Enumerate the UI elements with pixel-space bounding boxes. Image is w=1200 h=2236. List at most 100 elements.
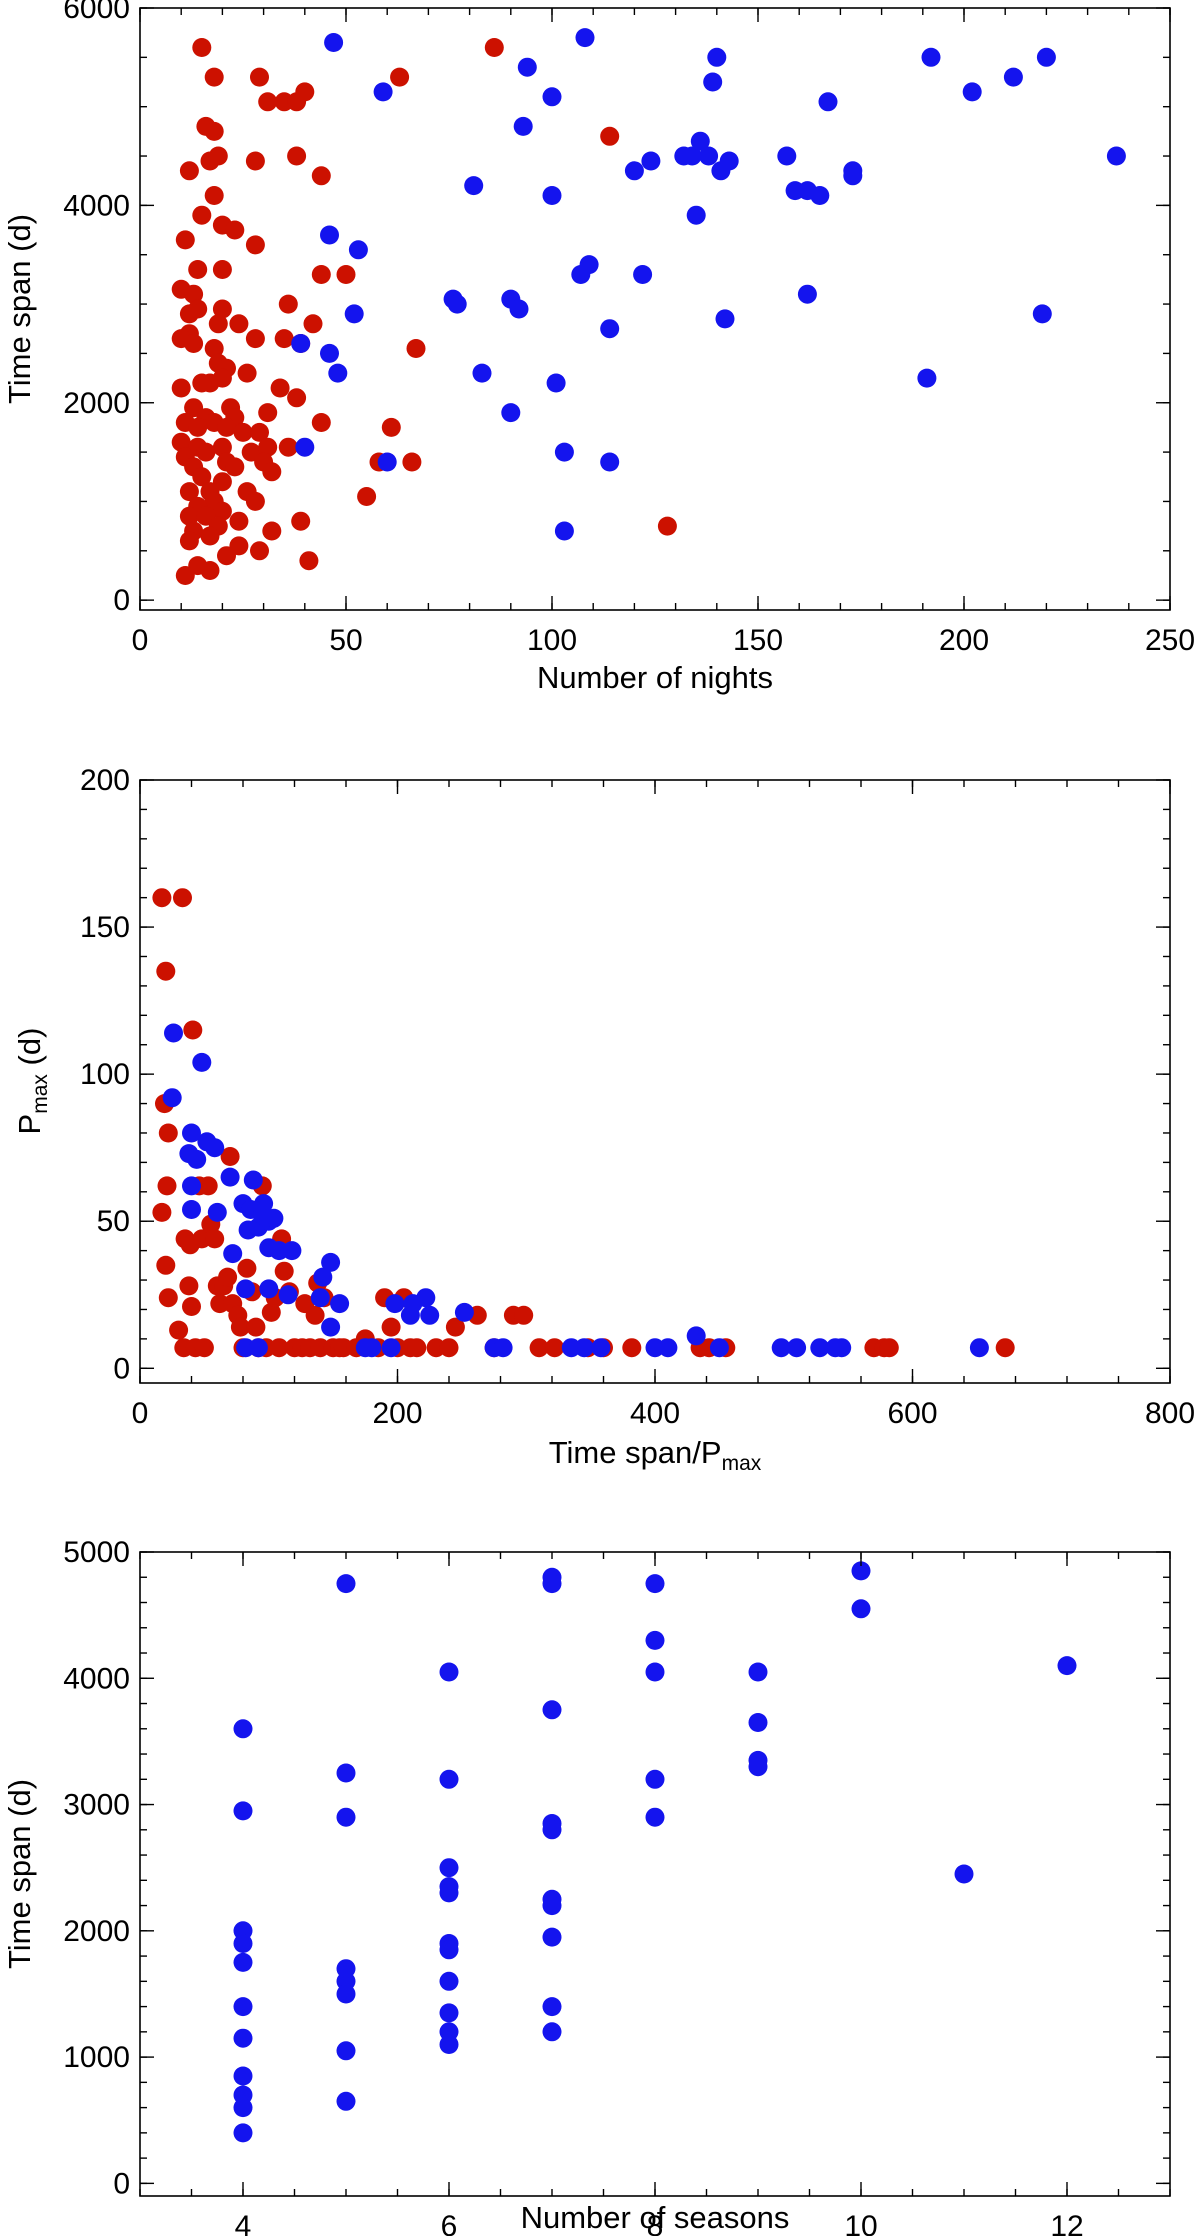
panel-0-series-0-point-4	[179, 161, 199, 181]
panel-0-series-1-point-21	[810, 186, 830, 205]
panel-0-series-1-point-29	[1106, 146, 1126, 166]
panel-0-series-0-point-58	[225, 457, 245, 477]
panel-1-series-0-point-75	[622, 1338, 642, 1358]
panel-0-series-0-point-33	[212, 368, 232, 388]
panel-2-series-0-point-32	[542, 1700, 562, 1720]
panel-0-series-0-point-20	[212, 299, 232, 319]
panel-0-series-1-point-2	[575, 28, 595, 48]
panel-0-series-0-point-34	[237, 363, 257, 383]
panel-1-series-0-point-30	[230, 1317, 250, 1337]
panel-0-series-1-point-49	[501, 403, 521, 423]
panel-0-series-0-point-14	[212, 260, 232, 279]
panel-0-series-1-point-8	[464, 176, 484, 196]
panel-1-series-1-point-36	[416, 1288, 436, 1308]
panel-1-series-1-point-26	[259, 1279, 279, 1299]
panel-2-series-0-point-20	[439, 1769, 459, 1789]
panel-1-series-1-point-52	[709, 1338, 729, 1358]
panel-0-x-tick-label: 150	[733, 624, 783, 657]
panel-1-y-axis-label: Pmax (d)	[12, 1028, 52, 1135]
panel-1-series-0-point-81	[879, 1338, 899, 1358]
panel-0-series-0-point-59	[192, 467, 212, 487]
panel-1-series-1-point-18	[254, 1194, 274, 1214]
panel-0-x-axis-label: Number of nights	[537, 660, 773, 695]
panel-2-series-0-point-50	[851, 1599, 871, 1619]
panel-0-series-1-point-47	[328, 363, 348, 383]
panel-0-y-axis-label: Time span (d)	[2, 214, 37, 404]
panel-2-marks	[233, 1561, 1077, 2143]
panel-1-series-0-point-14	[179, 1276, 199, 1296]
panel-1-series-1-point-0	[164, 1023, 183, 1043]
panel-nights-vs-timespan: 0 50 100 150 200 250 0 2000 4000 6000 Number of n…	[2, 0, 1195, 695]
panel-0-series-0-point-76	[179, 531, 199, 551]
panel-1-series-0-point-40	[269, 1338, 289, 1358]
panel-1-y-tick-label: 200	[80, 764, 130, 797]
panel-0-series-0-point-96	[287, 388, 307, 408]
panel-2-series-0-point-9	[233, 2098, 253, 2118]
panel-0-series-0-point-52	[278, 437, 298, 457]
panel-1-series-0-point-3	[183, 1020, 203, 1040]
panel-0-series-0-point-9	[192, 205, 212, 225]
panel-2-y-tick-label: 0	[113, 2167, 130, 2200]
panel-0-y-tick-label: 0	[113, 584, 130, 617]
panel-0-series-1-point-38	[579, 255, 599, 275]
panel-0-series-0-point-13	[245, 235, 265, 255]
panel-0-series-1-point-52	[295, 437, 315, 457]
panel-1-series-0-point-5	[158, 1123, 178, 1143]
panel-2-series-0-point-37	[542, 1927, 562, 1947]
panel-0-series-1-point-31	[348, 240, 368, 260]
panel-1-series-0-point-27	[220, 1147, 240, 1166]
panel-2-series-0-point-10	[233, 2123, 253, 2143]
panel-1-series-0-point-26	[218, 1267, 238, 1287]
panel-1-series-1-point-45	[493, 1338, 513, 1358]
panel-1-series-1-point-1	[162, 1088, 182, 1108]
panel-2-series-0-point-51	[954, 1864, 974, 1884]
panel-1-series-0-point-22	[205, 1229, 225, 1249]
panel-1-series-0-point-34	[246, 1317, 266, 1337]
panel-2-series-0-point-40	[645, 1574, 665, 1594]
panel-0-series-1-point-5	[513, 116, 533, 136]
panel-0-series-1-point-53	[377, 452, 397, 472]
panel-0-plot-frame	[139, 7, 1171, 611]
panel-1-series-0-point-82	[995, 1338, 1015, 1358]
panel-1-series-1-point-42	[362, 1338, 382, 1358]
panel-1-series-0-point-10	[169, 1320, 189, 1340]
panel-0-series-1-point-28	[1036, 47, 1056, 67]
panel-0-y-tick-label: 6000	[63, 0, 130, 25]
panel-1-series-0-point-71	[529, 1338, 549, 1358]
panel-0-series-1-point-1	[373, 82, 393, 102]
panel-0-series-1-point-25	[921, 47, 941, 67]
panel-2-y-tick-label: 5000	[63, 1536, 130, 1569]
panel-2-series-0-point-13	[336, 1807, 356, 1827]
panel-1-series-0-point-42	[274, 1261, 294, 1281]
panel-1-series-0-point-38	[261, 1302, 281, 1322]
panel-0-series-1-point-42	[797, 284, 817, 304]
panel-0-series-1-point-17	[719, 151, 739, 171]
panel-0-series-0-point-1	[204, 67, 224, 87]
panel-1-series-1-point-58	[969, 1338, 989, 1358]
panel-2-series-0-point-41	[645, 1630, 665, 1650]
panel-2-series-0-point-21	[439, 1858, 459, 1878]
panel-0-series-0-point-31	[171, 378, 191, 398]
panel-0-y-tick-label: 2000	[63, 387, 130, 420]
panel-0-series-0-point-79	[217, 546, 236, 566]
panel-0-series-1-point-44	[600, 319, 620, 339]
panel-1-y-tick-label: 0	[113, 1352, 130, 1385]
panel-0-series-1-point-18	[777, 146, 797, 166]
panel-0-series-0-point-42	[258, 403, 278, 423]
panel-2-x-tick-label: 8	[647, 2210, 664, 2236]
panel-2-series-0-point-25	[439, 1940, 459, 1960]
panel-2-series-0-point-18	[336, 2091, 356, 2111]
panel-0-series-0-point-88	[311, 166, 331, 186]
panel-0-series-1-point-7	[703, 72, 723, 92]
panel-1-y-tick-label: 50	[97, 1205, 130, 1238]
panel-2-series-0-point-29	[439, 2035, 459, 2054]
panel-2-series-0-point-46	[748, 1713, 768, 1732]
panel-0-x-tick-label: 0	[132, 624, 149, 657]
panel-0-series-0-point-82	[175, 566, 195, 585]
panel-0-series-0-point-75	[200, 526, 220, 546]
panel-2-y-tick-label: 1000	[63, 2041, 130, 2074]
panel-1-x-axis-label-main: Time span/P	[549, 1435, 722, 1470]
panel-2-series-0-point-31	[542, 1574, 562, 1594]
panel-1-series-1-point-21	[223, 1244, 243, 1264]
